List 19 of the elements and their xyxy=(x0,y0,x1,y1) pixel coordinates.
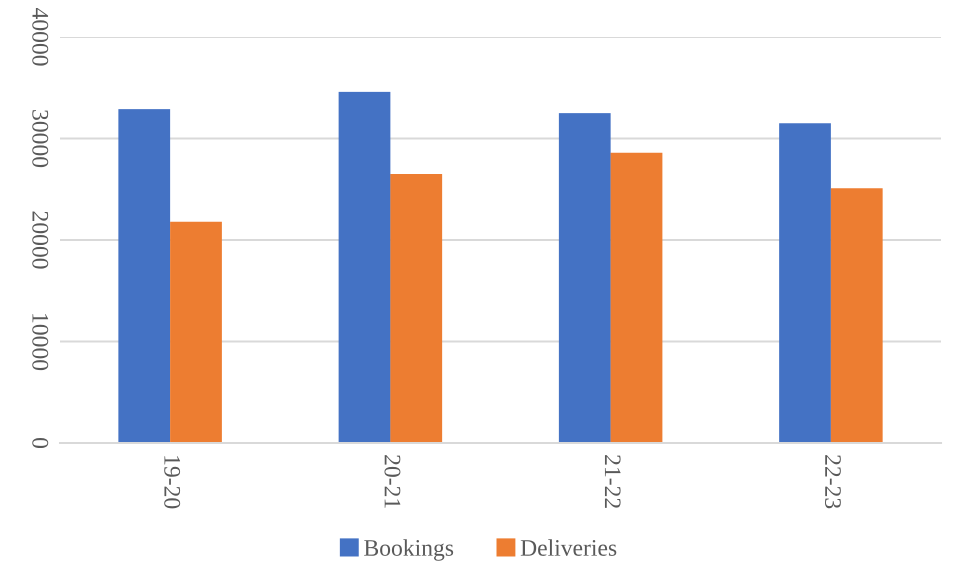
bar xyxy=(830,188,883,444)
legend-label: Deliveries xyxy=(520,539,616,556)
x-tick-label: 19-20 xyxy=(164,456,180,508)
x-tick-label: 22-23 xyxy=(824,455,841,508)
legend-label: Bookings xyxy=(364,539,454,561)
bar xyxy=(390,174,442,444)
bar xyxy=(118,109,170,444)
y-tick-label: 20000 xyxy=(32,212,48,269)
x-tick-label: 20-21 xyxy=(384,455,400,508)
bar xyxy=(558,113,611,444)
x-tick-label: 21-22 xyxy=(604,455,621,508)
y-tick-label: 10000 xyxy=(32,314,48,370)
bar xyxy=(338,92,390,444)
bar xyxy=(779,123,831,444)
y-tick-label: 30000 xyxy=(32,110,48,168)
y-tick-label: 0 xyxy=(32,438,48,448)
bar xyxy=(610,152,662,444)
y-tick-label: 40000 xyxy=(32,8,48,66)
bar xyxy=(170,222,222,444)
